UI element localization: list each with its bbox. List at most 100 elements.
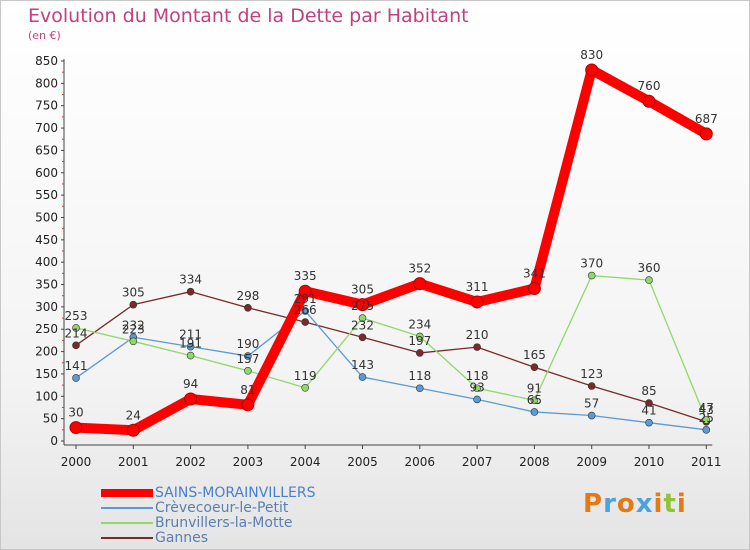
data-point: [72, 324, 80, 332]
data-point: [186, 342, 195, 351]
data-label: 43: [699, 403, 714, 417]
data-label: 305: [351, 283, 374, 297]
data-label: 311: [466, 280, 489, 294]
x-tick-label: 2009: [576, 455, 607, 469]
data-label: 157: [236, 352, 259, 366]
legend-swatch: [101, 521, 153, 524]
data-point: [72, 374, 80, 382]
data-point: [126, 423, 140, 437]
logo-letter: P: [583, 489, 604, 519]
legend-label: Gannes: [155, 529, 209, 546]
data-point: [587, 411, 596, 420]
x-tick-label: 2000: [61, 455, 92, 469]
legend-swatch: [101, 506, 153, 509]
data-point: [702, 426, 711, 434]
data-point: [358, 314, 367, 322]
data-label: 25: [699, 411, 714, 425]
data-point: [530, 396, 539, 405]
legend-label: Brunvillers-la-Motte: [155, 514, 293, 531]
data-label: 298: [236, 289, 259, 303]
y-tick-label: 450: [35, 233, 58, 247]
data-point: [241, 398, 255, 412]
data-label: 24: [126, 408, 141, 422]
data-label: 211: [179, 328, 202, 342]
data-label: 57: [584, 397, 599, 411]
data-label: 305: [122, 286, 145, 300]
data-label: 334: [179, 273, 202, 287]
series-line-2: [75, 274, 707, 421]
data-point: [129, 300, 138, 309]
x-tick-label: 2007: [462, 455, 493, 469]
data-point: [413, 277, 427, 291]
data-label: 335: [294, 269, 317, 283]
data-point: [186, 287, 195, 296]
data-point: [530, 408, 539, 416]
unit-label: (en €): [28, 29, 61, 42]
data-point: [585, 63, 599, 77]
logo-letter: o: [616, 489, 636, 519]
x-tick-label: 2010: [634, 455, 665, 469]
data-point: [184, 392, 198, 406]
data-point: [473, 343, 481, 351]
y-tick-label: 500: [35, 210, 58, 224]
logo-letter: r: [603, 489, 617, 519]
data-point: [473, 395, 481, 404]
legend-item: Brunvillers-la-Motte: [101, 515, 315, 530]
y-tick-label: 150: [35, 367, 58, 381]
y-tick-label: 100: [35, 389, 58, 403]
data-label: 190: [236, 337, 259, 351]
y-tick-label: 750: [35, 99, 58, 113]
data-point: [645, 276, 653, 284]
data-label: 65: [527, 393, 542, 407]
data-label: 352: [408, 262, 431, 276]
data-point: [645, 399, 653, 407]
x-tick-label: 2004: [290, 455, 321, 469]
data-label: 341: [523, 267, 546, 281]
data-point: [301, 307, 310, 315]
y-tick-label: 350: [35, 278, 58, 292]
data-label: 223: [122, 322, 145, 336]
series-line-1: [75, 310, 707, 431]
data-point: [69, 421, 83, 435]
data-point: [642, 94, 656, 108]
chart-title: Evolution du Montant de la Dette par Hab…: [28, 5, 469, 27]
series-line-3: [75, 291, 707, 423]
x-tick-label: 2011: [691, 455, 722, 469]
x-tick-label: 2002: [175, 455, 206, 469]
data-label: 760: [638, 79, 661, 93]
data-point: [301, 383, 310, 392]
data-point: [244, 367, 252, 375]
legend-swatch: [101, 536, 153, 539]
data-point: [470, 295, 484, 309]
data-label: 275: [351, 299, 374, 313]
data-label: 266: [294, 303, 317, 317]
data-label: 30: [68, 406, 83, 420]
logo-letter: x: [635, 489, 654, 519]
data-label: 118: [466, 369, 489, 383]
logo-letter: i: [676, 489, 687, 519]
data-point: [356, 298, 369, 312]
y-tick-label: 850: [35, 54, 58, 68]
data-point: [527, 282, 541, 296]
y-tick-label: 400: [35, 255, 58, 269]
legend-item: Crèvecoeur-le-Petit: [101, 500, 315, 515]
y-tick-label: 800: [35, 76, 58, 90]
y-tick-label: 0: [50, 434, 58, 448]
legend-swatch: [101, 488, 153, 497]
data-point: [415, 384, 424, 393]
data-label: 232: [122, 318, 145, 332]
data-point: [415, 332, 424, 341]
data-point: [301, 318, 310, 326]
y-tick-label: 700: [35, 121, 58, 135]
data-label: 94: [183, 377, 198, 391]
data-point: [473, 384, 481, 393]
data-point: [415, 349, 424, 357]
y-tick-label: 200: [35, 345, 58, 359]
data-label: 118: [408, 369, 431, 383]
data-label: 370: [580, 257, 603, 271]
data-point: [587, 271, 596, 280]
data-label: 41: [641, 404, 656, 418]
x-tick-label: 2005: [347, 455, 378, 469]
y-tick-label: 300: [35, 300, 58, 314]
